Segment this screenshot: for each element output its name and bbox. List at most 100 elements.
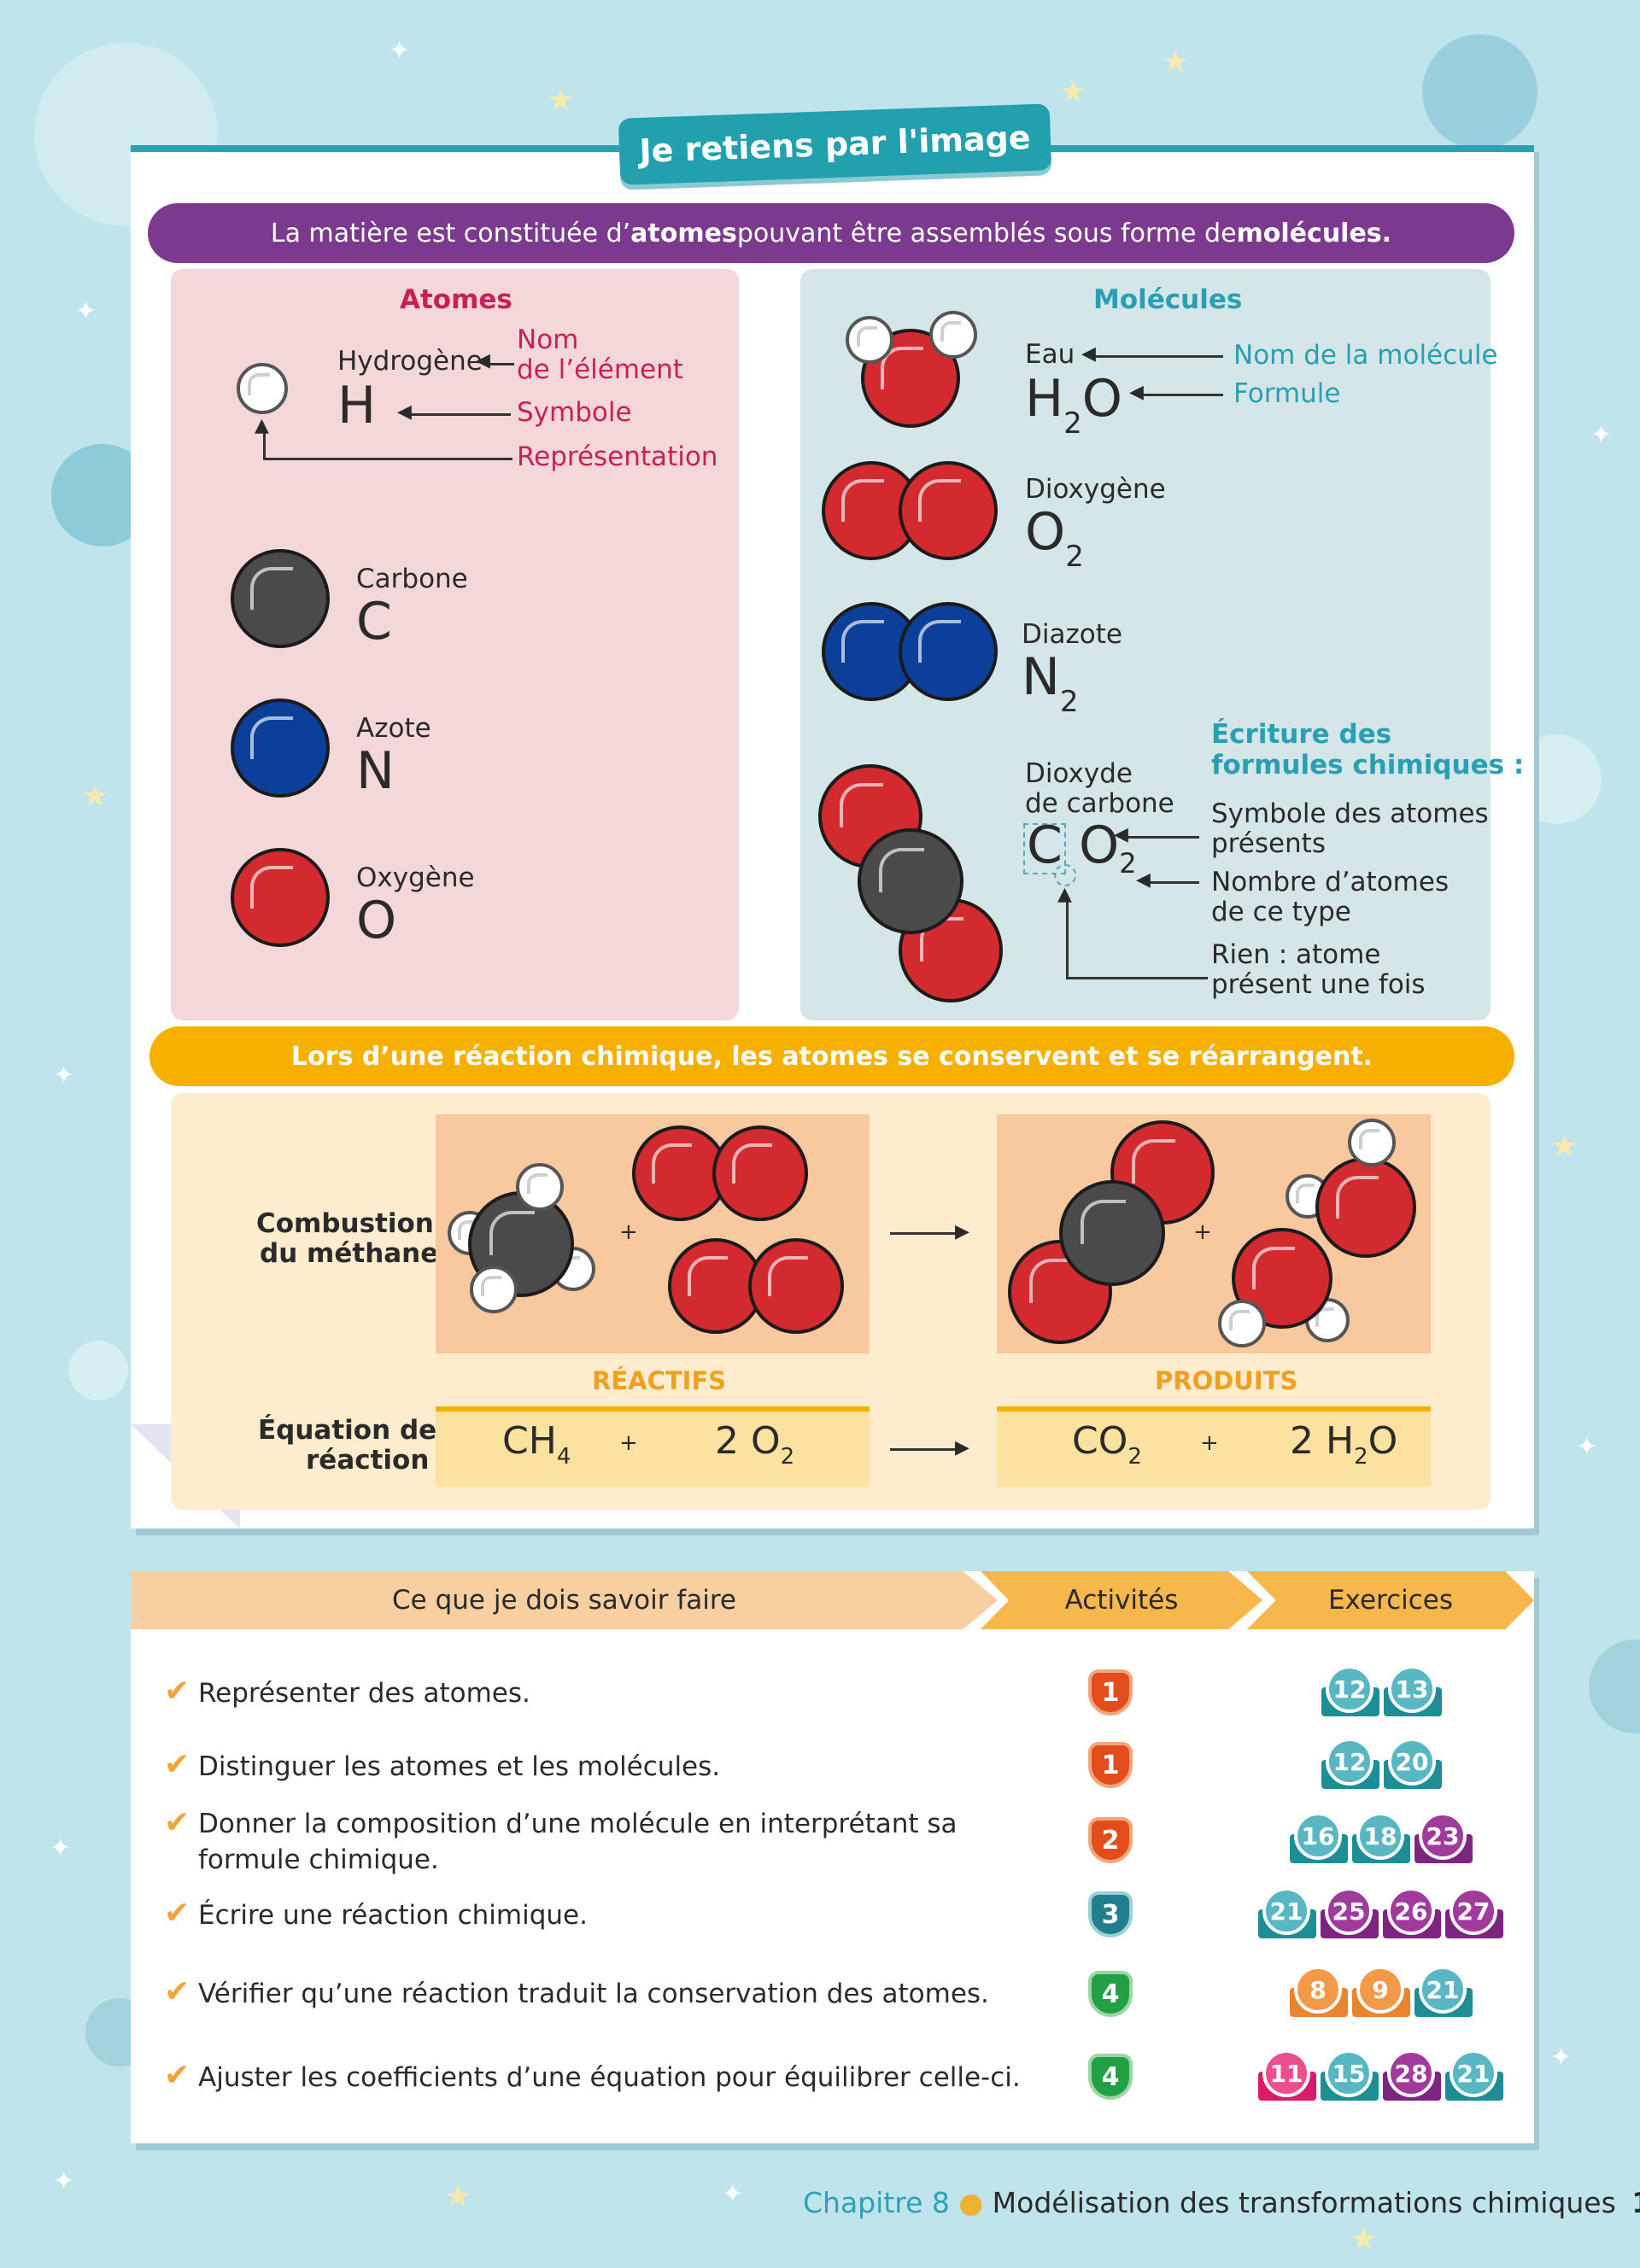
carbon-symbol: C [356,592,392,652]
exercise-badge[interactable]: 26 [1383,1887,1441,1938]
writing-count: Nombre d’atomes [1211,867,1450,897]
exercise-badge[interactable]: 21 [1445,2049,1503,2101]
writing-count-2: de ce type [1211,897,1351,927]
exercise-badge[interactable]: 18 [1352,1812,1410,1863]
star-icon: ✦ [389,36,411,66]
star-icon: ★ [1350,2222,1378,2257]
exercise-badge[interactable]: 8 [1290,1966,1348,2017]
exercise-badge[interactable]: 20 [1384,1738,1442,1789]
exercise-badge[interactable]: 11 [1258,2049,1316,2101]
planet-decoration [1422,34,1538,149]
header-skills: Ce que je dois savoir faire [131,1571,998,1629]
star-icon: ✦ [53,2166,75,2196]
reactant-o2-atom [748,1238,844,1334]
exercise-badge[interactable]: 21 [1258,1887,1316,1938]
activity-badge[interactable]: 2 [1088,1817,1133,1863]
equation-label: Équation de [258,1415,437,1446]
reactant-o2-atom [668,1238,764,1334]
activity-badge[interactable]: 1 [1088,1669,1133,1716]
check-icon: ✔ [164,1974,190,2009]
writing-title-2: formules chimiques : [1211,750,1525,780]
arrow-head: ◀ [1129,382,1144,403]
arrow-head: ◀ [1081,343,1096,365]
o2-name: Dioxygène [1025,474,1166,505]
star-icon: ✦ [75,296,97,326]
equation-label-2: réaction [306,1445,430,1476]
star-icon: ✦ [1590,420,1613,450]
o2-formula: O2 [1025,502,1084,574]
equation-product-h2o: 2 H2O [1290,1419,1398,1470]
check-icon: ✔ [164,1674,190,1709]
exercise-badge[interactable]: 15 [1321,2049,1379,2101]
star-icon: ✦ [1576,1432,1598,1462]
arrow-line [1128,836,1199,839]
product-water-hydrogen-atom [1218,1300,1266,1347]
arrow-line [1066,897,1069,979]
activity-badge[interactable]: 1 [1088,1742,1133,1788]
exercise-badge[interactable]: 12 [1321,1665,1379,1716]
arrow-line [263,427,266,459]
legend-formula: Formule [1233,378,1341,409]
product-water-hydrogen-atom [1348,1119,1396,1166]
skill-row-text: Écrire une réaction chimique. [198,1900,588,1931]
arrow-head: ◀ [397,401,412,423]
activity-badge[interactable]: 4 [1088,2054,1133,2100]
combustion-label-2: du méthane [260,1238,439,1269]
water-hydrogen-atom [929,311,977,359]
check-icon: ✔ [164,2058,190,2093]
nitrogen-atom [231,699,330,798]
water-formula: H2O [1025,369,1122,441]
reactant-o2-atom [712,1125,808,1221]
star-icon: ★ [547,83,575,118]
oxygen-symbol: O [356,891,397,950]
footer-title: Modélisation des transformations chimiqu… [992,2186,1616,2219]
exercise-badge[interactable]: 23 [1414,1812,1473,1863]
oxygen-atom [231,848,330,947]
arrow-head: ▲ [1057,884,1072,905]
exercise-badge[interactable]: 27 [1445,1887,1503,1938]
footer-chapter: Chapitre 8 [803,2186,950,2219]
product-co2-carbon-atom [1059,1180,1165,1286]
exercise-badge[interactable]: 9 [1352,1966,1410,2017]
n2-formula: N2 [1022,647,1079,719]
writing-none-2: présent une fois [1211,969,1426,1000]
carbon-atom [231,549,330,648]
reactants-equation-box [436,1406,870,1487]
co2-carbon-atom [858,828,964,934]
exercise-badge[interactable]: 25 [1321,1887,1379,1938]
co2-name-2: de carbone [1025,788,1174,819]
arrow-line [1066,977,1208,979]
combustion-label: Combustion [256,1208,434,1239]
arrow-head: ◀ [1136,869,1151,891]
exercise-badge[interactable]: 12 [1321,1738,1379,1789]
planet-decoration [68,1341,128,1400]
products-label: PRODUITS [1155,1366,1298,1395]
hydrogen-symbol: H [337,376,377,435]
o2-atom [899,461,998,560]
skill-row-text: Représenter des atomes. [198,1678,530,1709]
matter-banner: La matière est constituée d’ atomes pouva… [148,203,1514,263]
arrow-head: ◀ [476,350,490,371]
star-icon: ✦ [722,2179,744,2209]
exercise-badge[interactable]: 13 [1384,1665,1442,1716]
plus-sign: + [619,1219,638,1245]
hydrogen-atom [237,363,288,414]
star-icon: ★ [1059,74,1087,109]
exercise-badge[interactable]: 16 [1290,1812,1348,1863]
product-water-oxygen-atom [1315,1157,1416,1258]
exercise-badge[interactable]: 28 [1383,2049,1441,2101]
activity-badge[interactable]: 3 [1088,1891,1133,1938]
check-icon: ✔ [164,1896,190,1931]
check-icon: ✔ [164,1747,190,1782]
symbol-highlight-box [1023,823,1066,874]
arrow-line [410,413,511,416]
star-icon: ★ [1162,44,1190,79]
oxygen-name: Oxygène [356,862,475,893]
atoms-heading: Atomes [400,284,512,315]
writing-none: Rien : atome [1211,939,1381,970]
header-activities: Activités [981,1571,1262,1629]
exercise-badge[interactable]: 21 [1414,1966,1473,2017]
activity-badge[interactable]: 4 [1088,1971,1133,2017]
star-icon: ★ [444,2179,472,2214]
page-footer: Chapitre 8 ● Modélisation des transforma… [803,2186,1640,2219]
